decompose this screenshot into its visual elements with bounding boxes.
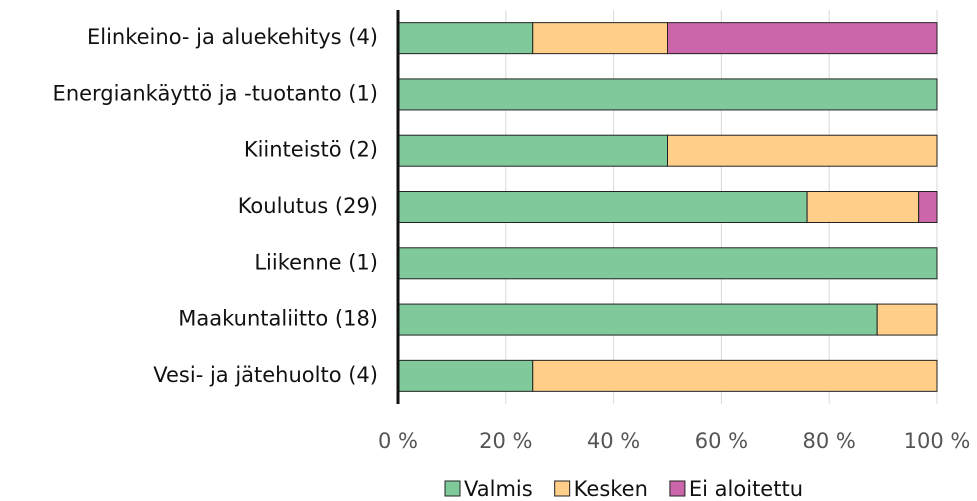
legend-label: Valmis: [464, 477, 533, 501]
bar-segment: [397, 134, 668, 167]
legend-swatch: [444, 480, 461, 497]
x-tick-label: 0 %: [378, 429, 418, 453]
x-tick-label: 60 %: [695, 429, 748, 453]
bar-segment: [397, 303, 878, 336]
legend-swatch: [554, 480, 571, 497]
legend-label: Ei aloitettu: [689, 477, 803, 501]
y-tick-label: Kiinteistö (2): [244, 138, 378, 162]
legend-swatch: [669, 480, 686, 497]
y-tick-label: Energiankäyttö ja -tuotanto (1): [53, 81, 378, 105]
bar-segment: [806, 191, 920, 223]
bar-segment: [667, 22, 938, 55]
x-tick-label: 20 %: [479, 429, 532, 453]
bar-segment: [532, 359, 938, 392]
legend-label: Kesken: [574, 477, 648, 501]
bar-segment: [532, 22, 668, 55]
y-tick-label: Maakuntaliitto (18): [178, 307, 378, 331]
bar-segment: [397, 22, 534, 55]
bar-segment: [876, 303, 938, 336]
bar-segment: [397, 78, 938, 111]
x-tick-label: 80 %: [803, 429, 856, 453]
bar-segment: [397, 247, 938, 280]
bar-segment: [918, 191, 938, 223]
x-tick-label: 40 %: [587, 429, 640, 453]
y-tick-label: Koulutus (29): [238, 194, 378, 218]
bar-segment: [397, 359, 534, 392]
bar-segment: [397, 191, 808, 223]
bar-segment: [667, 134, 938, 167]
y-tick-label: Elinkeino- ja aluekehitys (4): [87, 25, 378, 49]
x-tick-label: 100 %: [904, 429, 971, 453]
y-tick-label: Liikenne (1): [254, 250, 378, 274]
y-tick-label: Vesi- ja jätehuolto (4): [153, 363, 378, 387]
